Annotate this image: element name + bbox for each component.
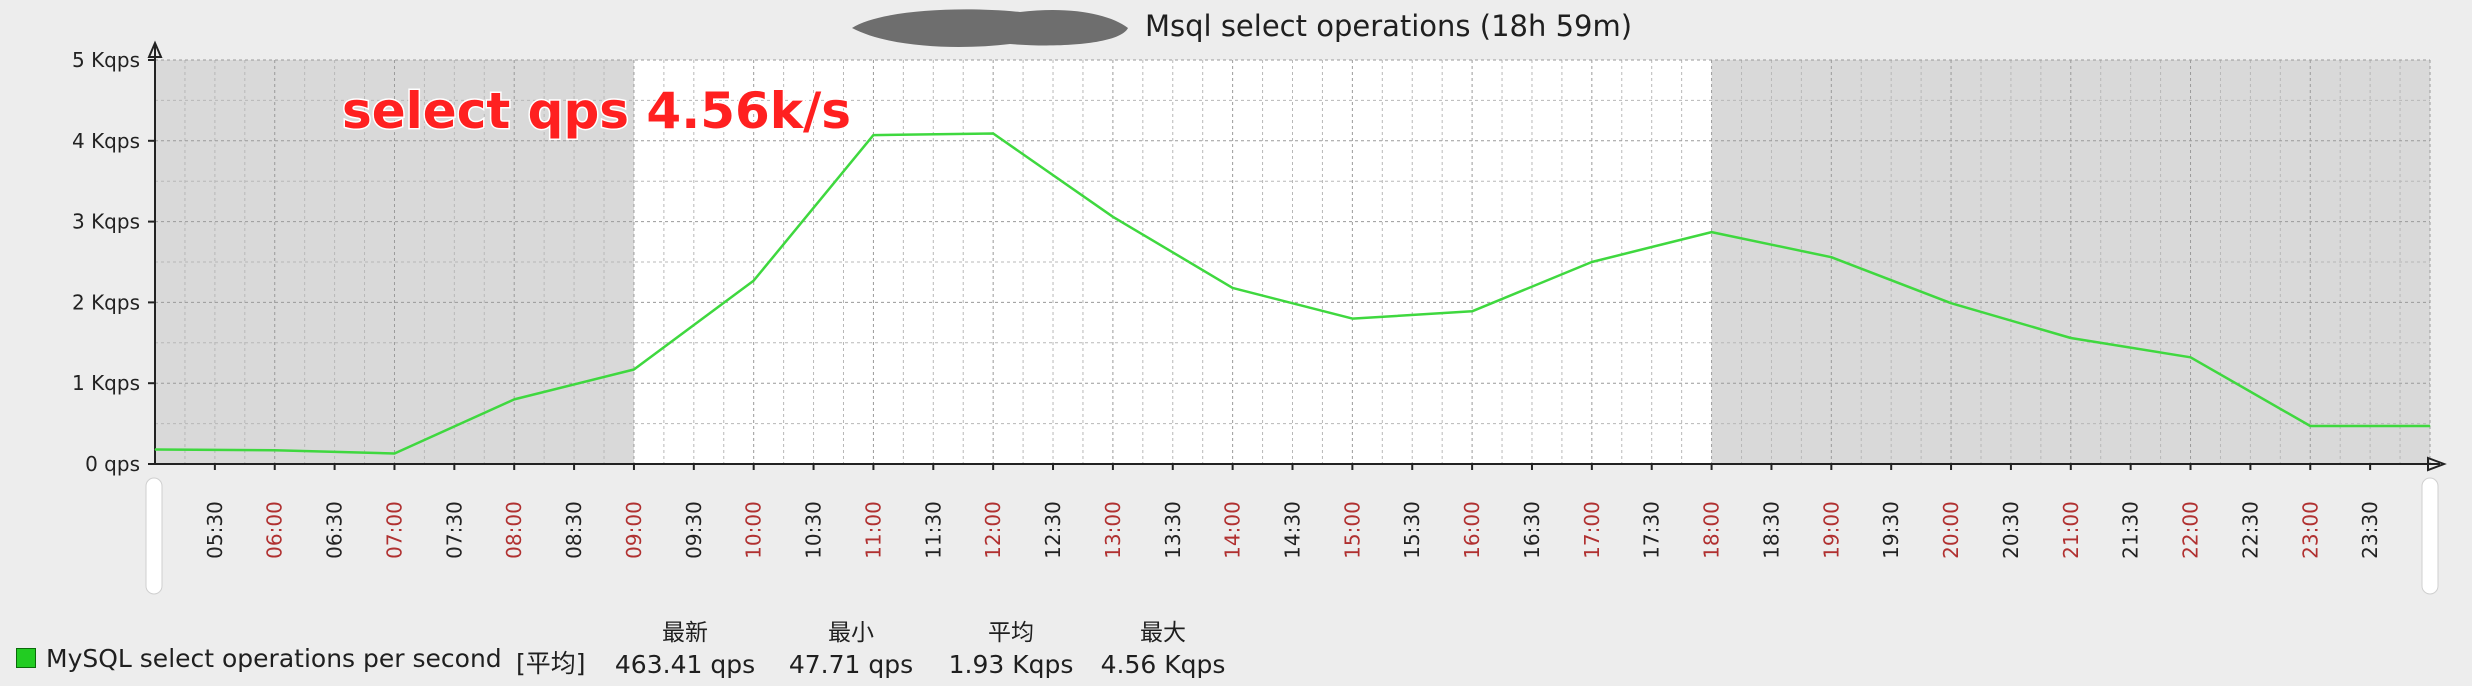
data-point bbox=[1232, 287, 1234, 289]
data-point bbox=[1351, 318, 1353, 320]
y-tick-label: 1 Kqps bbox=[72, 371, 140, 395]
x-tick-label: 11:00 bbox=[861, 501, 885, 559]
data-point bbox=[992, 133, 994, 135]
x-tick-label: 10:00 bbox=[742, 501, 766, 559]
y-tick-labels: 0 qps 1 Kqps 2 Kqps 3 Kqps 4 Kqps 5 Kqps bbox=[72, 48, 155, 476]
x-tick-label: 17:30 bbox=[1640, 501, 1664, 559]
x-tick-label: 16:00 bbox=[1460, 501, 1484, 559]
x-tick-label: 22:30 bbox=[2238, 501, 2262, 559]
x-tick-label: 06:00 bbox=[263, 501, 287, 559]
legend-stat-value: 463.41 qps bbox=[614, 650, 756, 679]
data-point bbox=[633, 368, 635, 370]
x-tick-label: 08:30 bbox=[562, 501, 586, 559]
y-tick-label: 4 Kqps bbox=[72, 129, 140, 153]
legend-stat-header: 最新 bbox=[662, 620, 708, 646]
x-tick-label: 06:30 bbox=[323, 501, 347, 559]
data-point bbox=[1471, 310, 1473, 312]
data-point bbox=[2070, 337, 2072, 339]
legend-stat-latest: 最新 463.41 qps bbox=[585, 618, 785, 682]
data-point bbox=[2429, 425, 2431, 427]
data-point bbox=[1112, 216, 1114, 218]
series-line bbox=[154, 132, 2430, 455]
x-tick-label: 22:00 bbox=[2179, 501, 2203, 559]
redaction-mark-left bbox=[145, 477, 163, 595]
x-tick-label: 20:00 bbox=[1939, 501, 1963, 559]
data-point bbox=[1711, 231, 1713, 233]
grid bbox=[154, 59, 2431, 464]
legend-stat-header: 平均 bbox=[988, 620, 1034, 646]
data-point bbox=[2190, 356, 2192, 358]
legend-function: [平均] bbox=[516, 649, 586, 678]
legend-stat-avg: 平均 1.93 Kqps bbox=[911, 618, 1111, 682]
x-tick-label: 19:30 bbox=[1879, 501, 1903, 559]
x-tick-label: 14:00 bbox=[1221, 501, 1245, 559]
x-tick-label: 12:30 bbox=[1041, 501, 1065, 559]
x-tick-label: 21:30 bbox=[2119, 501, 2143, 559]
legend-stat-max: 最大 4.56 Kqps bbox=[1063, 618, 1263, 682]
data-point bbox=[872, 134, 874, 136]
x-tick-label: 19:00 bbox=[1819, 501, 1843, 559]
x-tick-label: 16:30 bbox=[1520, 501, 1544, 559]
legend-stat-header: 最大 bbox=[1140, 620, 1186, 646]
x-tick-label: 23:30 bbox=[2358, 501, 2382, 559]
y-tick-label: 5 Kqps bbox=[72, 48, 140, 72]
data-point bbox=[274, 449, 276, 451]
data-point bbox=[1830, 256, 1832, 258]
x-tick-label: 14:30 bbox=[1281, 501, 1305, 559]
x-tick-label: 18:00 bbox=[1700, 501, 1724, 559]
legend-stat-min: 最小 47.71 qps bbox=[751, 618, 951, 682]
x-tick-label: 20:30 bbox=[1999, 501, 2023, 559]
x-tick-label: 13:00 bbox=[1101, 501, 1125, 559]
data-point bbox=[393, 452, 395, 454]
redaction-blot bbox=[852, 9, 1128, 47]
data-point bbox=[2309, 425, 2311, 427]
x-tick-label: 09:30 bbox=[682, 501, 706, 559]
annotation-text: select qps 4.56k/s bbox=[342, 82, 851, 140]
data-point bbox=[154, 448, 156, 450]
axes bbox=[147, 40, 2447, 472]
y-tick-label: 2 Kqps bbox=[72, 290, 140, 314]
legend-swatch bbox=[16, 648, 36, 668]
data-point bbox=[513, 398, 515, 400]
x-tick-label: 13:30 bbox=[1161, 501, 1185, 559]
legend-stat-value: 47.71 qps bbox=[788, 650, 914, 679]
x-tick-label: 15:00 bbox=[1340, 501, 1364, 559]
chart-title: Msql select operations (18h 59m) bbox=[1145, 9, 1632, 43]
legend-series-name: MySQL select operations per second bbox=[46, 644, 502, 673]
y-tick-label: 0 qps bbox=[85, 452, 140, 476]
x-tick-label: 18:30 bbox=[1759, 501, 1783, 559]
x-tick-label: 05:30 bbox=[203, 501, 227, 559]
y-tick-label: 3 Kqps bbox=[72, 210, 140, 234]
legend-stat-header: 最小 bbox=[828, 620, 874, 646]
x-tick-label: 09:00 bbox=[622, 501, 646, 559]
y-axis-arrow-icon bbox=[147, 40, 163, 58]
legend-stat-value: 1.93 Kqps bbox=[948, 650, 1074, 679]
series bbox=[154, 132, 2431, 455]
data-point bbox=[753, 280, 755, 282]
x-tick-label: 12:00 bbox=[981, 501, 1005, 559]
legend-stat-value: 4.56 Kqps bbox=[1100, 650, 1226, 679]
x-tick-labels: 05:30 06:00 06:30 07:00 07:30 08:00 08:30 09:00… bbox=[203, 464, 2382, 559]
x-tick-label: 17:00 bbox=[1580, 501, 1604, 559]
x-axis-arrow-icon bbox=[2427, 456, 2447, 472]
data-point bbox=[1591, 261, 1593, 263]
data-point bbox=[1950, 302, 1952, 304]
x-tick-label: 10:30 bbox=[802, 501, 826, 559]
chart: 0 qps 1 Kqps 2 Kqps 3 Kqps 4 Kqps 5 Kqps 05:3… bbox=[72, 9, 2447, 595]
x-tick-label: 07:30 bbox=[442, 501, 466, 559]
legend: MySQL select operations per second [平均] … bbox=[16, 614, 1316, 684]
redaction-mark-right bbox=[2421, 477, 2439, 595]
x-tick-label: 21:00 bbox=[2059, 501, 2083, 559]
x-tick-label: 15:30 bbox=[1400, 501, 1424, 559]
x-tick-label: 08:00 bbox=[502, 501, 526, 559]
x-tick-label: 07:00 bbox=[382, 501, 406, 559]
x-tick-label: 23:00 bbox=[2298, 501, 2322, 559]
x-tick-label: 11:30 bbox=[921, 501, 945, 559]
